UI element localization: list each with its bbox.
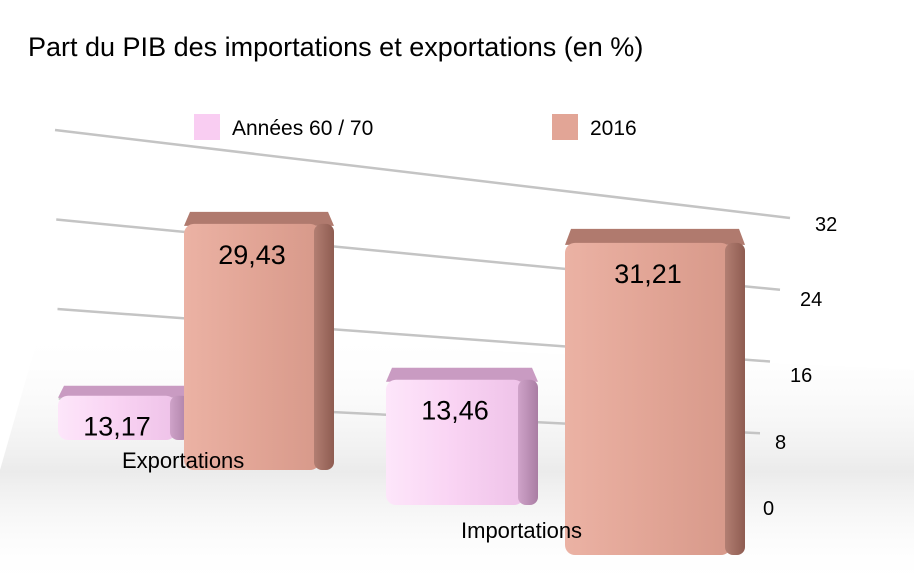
- legend: Années 60 / 70 2016: [194, 114, 637, 140]
- bar-side: [725, 242, 745, 555]
- bar: 31,21: [565, 228, 745, 555]
- bar-front: [58, 395, 176, 440]
- bar-value-label: 13,17: [83, 412, 151, 442]
- bar-value-label: 31,21: [614, 259, 682, 289]
- category-label: Exportations: [122, 448, 244, 473]
- y-tick-label: 0: [763, 498, 774, 520]
- bar-value-label: 13,46: [421, 396, 489, 426]
- y-tick-label: 16: [790, 365, 812, 387]
- y-tick-label: 32: [815, 214, 837, 236]
- bar: 13,17: [58, 385, 190, 442]
- category-labels: Exportations Importations: [122, 448, 582, 543]
- bar-side: [314, 223, 334, 470]
- legend-swatch-series-2: [552, 114, 578, 140]
- gridline: [54, 128, 791, 220]
- legend-swatch-series-1: [194, 114, 220, 140]
- bars: 13,17 29,43 13,46 31,21: [58, 211, 745, 555]
- bar-value-label: 29,43: [218, 240, 286, 270]
- bar-top: [58, 385, 190, 398]
- bar-front: [184, 223, 320, 470]
- legend-label-series-2: 2016: [590, 117, 637, 140]
- bar-side: [518, 379, 538, 505]
- bar-front: [565, 242, 731, 555]
- bar-top: [386, 367, 538, 382]
- chart-title: Part du PIB des importations et exportat…: [28, 32, 643, 62]
- y-axis-ticks: 32 24 16 8 0: [763, 214, 837, 520]
- bar-top: [184, 211, 334, 226]
- legend-label-series-1: Années 60 / 70: [232, 117, 373, 140]
- y-tick-label: 8: [775, 432, 786, 454]
- bar-front: [386, 379, 524, 505]
- y-tick-label: 24: [800, 289, 822, 311]
- bar-top: [565, 228, 745, 245]
- bar: 29,43: [184, 211, 334, 470]
- category-label: Importations: [461, 518, 582, 543]
- bar: 13,46: [386, 367, 538, 505]
